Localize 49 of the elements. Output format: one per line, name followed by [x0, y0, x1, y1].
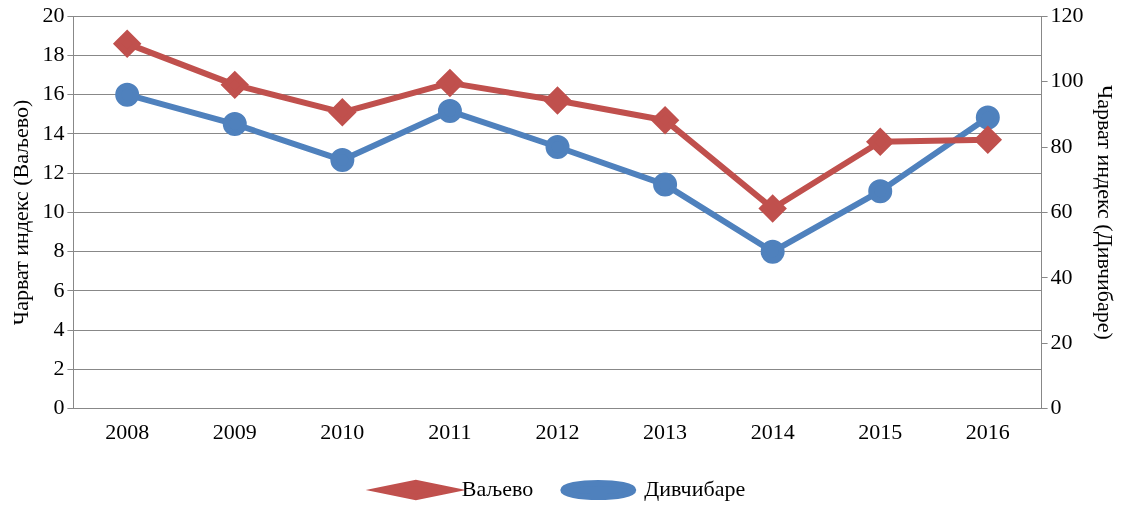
- y-tick-label: 8: [53, 237, 65, 263]
- point: [221, 71, 248, 98]
- y-tick-label: 10: [42, 198, 65, 224]
- y2-tick-label: 20: [1050, 328, 1073, 354]
- point: [974, 126, 1001, 153]
- point: [544, 87, 571, 114]
- y2-axis-title: Чарват индекс (Дивчибаре): [1093, 84, 1119, 340]
- y-tick-label: 14: [42, 119, 65, 145]
- y2-tick-label: 0: [1050, 394, 1062, 420]
- point: [545, 135, 570, 159]
- y-tick-label: 2: [53, 355, 65, 381]
- y-tick-label: 18: [42, 41, 65, 67]
- x-tick-label: 2016: [965, 418, 1010, 444]
- point: [652, 107, 679, 134]
- point: [975, 105, 1000, 130]
- y2-tick-label: 80: [1050, 132, 1073, 158]
- y-tick-label: 20: [42, 1, 65, 27]
- x-tick-label: 2009: [212, 418, 257, 444]
- point: [759, 195, 786, 222]
- x-tick-label: 2011: [428, 418, 472, 444]
- x-tick-label: 2014: [750, 418, 795, 444]
- point: [868, 179, 893, 204]
- y2-tick-label: 120: [1050, 1, 1084, 27]
- y-axis-title: Чарват индекс (Ваљево): [7, 99, 33, 326]
- x-tick-label: 2015: [858, 418, 903, 444]
- x-tick-label: 2010: [320, 418, 365, 444]
- point: [222, 112, 247, 137]
- y-tick-label: 12: [42, 158, 65, 184]
- x-tick-label: 2008: [105, 418, 150, 444]
- point: [436, 69, 463, 96]
- point: [653, 172, 678, 197]
- point: [867, 128, 894, 155]
- point: [760, 239, 785, 264]
- y-tick-label: 0: [53, 394, 65, 420]
- y-tick-label: 4: [53, 315, 65, 341]
- point: [330, 148, 355, 173]
- point: [115, 82, 140, 107]
- legend-label: Дивчибаре: [644, 475, 746, 501]
- point: [437, 99, 462, 124]
- y-tick-label: 16: [42, 80, 65, 106]
- x-tick-label: 2013: [643, 418, 688, 444]
- legend-label: Ваљево: [461, 475, 534, 501]
- x-tick-label: 2012: [535, 418, 580, 444]
- y2-tick-label: 60: [1050, 198, 1073, 224]
- point: [329, 99, 356, 126]
- y2-tick-label: 100: [1050, 67, 1084, 93]
- point: [114, 30, 141, 57]
- y2-tick-label: 40: [1050, 263, 1073, 289]
- y-tick-label: 6: [53, 276, 65, 302]
